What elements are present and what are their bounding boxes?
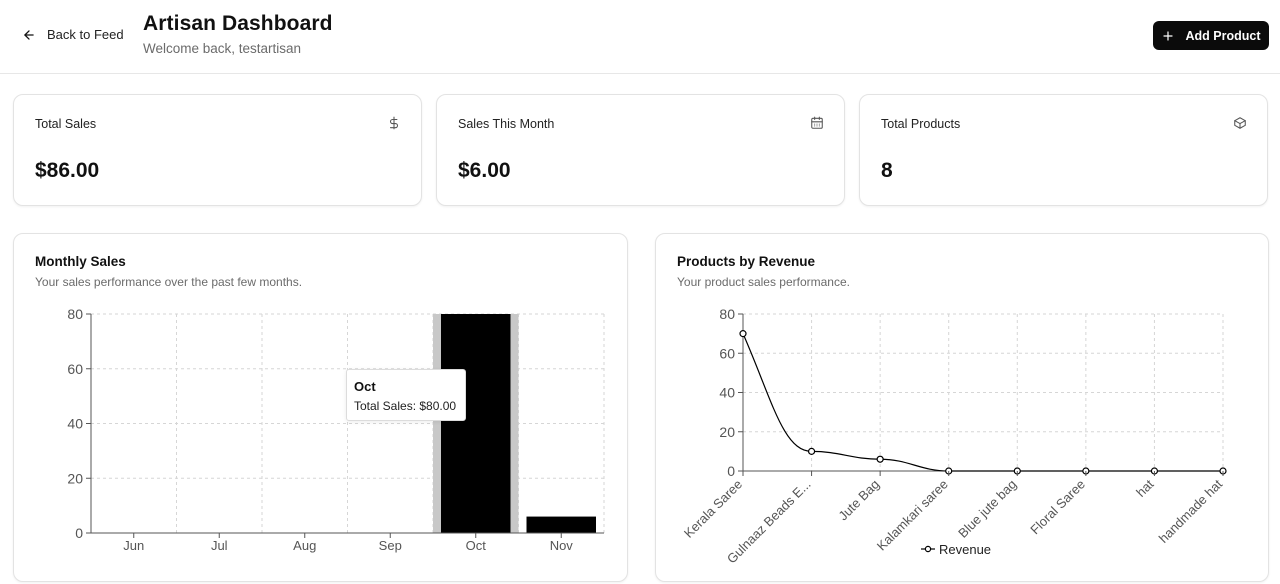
stat-label: Total Products: [881, 117, 961, 131]
monthly-sales-card: Monthly Sales Your sales performance ove…: [13, 233, 628, 582]
y-tick-label: 60: [67, 361, 83, 377]
y-tick-label: 80: [67, 306, 83, 322]
chart-tooltip: Oct Total Sales: $80.00: [346, 369, 466, 421]
legend-label: Revenue: [939, 542, 991, 557]
total-sales-card: Total Sales $86.00: [13, 94, 422, 206]
bar-nov: [526, 516, 596, 533]
products-revenue-title: Products by Revenue: [677, 254, 816, 269]
y-tick-label: 20: [719, 424, 735, 440]
revenue-point: [807, 447, 816, 455]
products-revenue-card: Products by Revenue Your product sales p…: [655, 233, 1269, 582]
tooltip-title: Oct: [354, 379, 376, 394]
revenue-point: [876, 455, 884, 463]
x-tick-label: Oct: [466, 538, 487, 553]
y-tick-label: 20: [67, 470, 83, 486]
dollar-icon: [387, 116, 401, 130]
package-icon: [1233, 116, 1247, 130]
monthly-sales-title: Monthly Sales: [35, 254, 126, 269]
y-tick-label: 60: [719, 345, 735, 361]
x-tick-label: Aug: [293, 538, 316, 553]
stat-value: $6.00: [458, 159, 511, 182]
bar-oct: [441, 314, 511, 533]
monthly-sales-subtitle: Your sales performance over the past few…: [35, 275, 303, 289]
stat-label: Total Sales: [35, 117, 97, 131]
x-tick-label: Floral Saree: [1027, 477, 1088, 538]
back-to-feed-link[interactable]: Back to Feed: [22, 27, 124, 42]
page-title: Artisan Dashboard: [143, 12, 333, 35]
stat-value: $86.00: [35, 159, 100, 182]
products-revenue-subtitle: Your product sales performance.: [677, 275, 850, 289]
y-tick-label: 0: [727, 463, 735, 479]
legend-marker: [924, 545, 932, 553]
x-tick-label: hat: [1133, 476, 1157, 500]
stat-value: 8: [881, 159, 893, 182]
plus-icon: [1162, 30, 1173, 41]
y-tick-label: 80: [719, 306, 735, 322]
revenue-point: [739, 330, 747, 338]
y-tick-label: 40: [719, 385, 735, 401]
welcome-subtitle: Welcome back, testartisan: [143, 41, 302, 56]
y-tick-label: 40: [67, 416, 83, 432]
x-tick-label: Sep: [379, 538, 402, 553]
header: Back to Feed Artisan Dashboard Welcome b…: [0, 0, 1280, 74]
x-tick-label: handmade hat: [1156, 476, 1226, 546]
x-tick-label: Jun: [123, 538, 144, 553]
sales-this-month-card: Sales This Month $6.00: [436, 94, 845, 206]
x-tick-label: Blue jute bag: [955, 477, 1019, 541]
total-products-card: Total Products 8: [859, 94, 1268, 206]
x-tick-label: Nov: [550, 538, 574, 553]
x-tick-label: Jul: [211, 538, 228, 553]
add-product-button[interactable]: Add Product: [1153, 21, 1269, 50]
stat-label: Sales This Month: [458, 117, 555, 131]
arrow-left-icon: [24, 29, 34, 40]
x-tick-label: Kerala Saree: [681, 477, 745, 541]
y-tick-label: 0: [75, 525, 83, 541]
back-to-feed-label: Back to Feed: [47, 27, 124, 42]
monthly-sales-chart: 0 20 40 60 80 Jun Jul Aug Sep Oct Nov: [67, 306, 605, 553]
tooltip-value: Total Sales: $80.00: [354, 399, 457, 413]
calendar-icon: [810, 116, 824, 130]
add-product-label: Add Product: [1185, 28, 1261, 43]
x-tick-label: Jute Bag: [835, 477, 882, 524]
